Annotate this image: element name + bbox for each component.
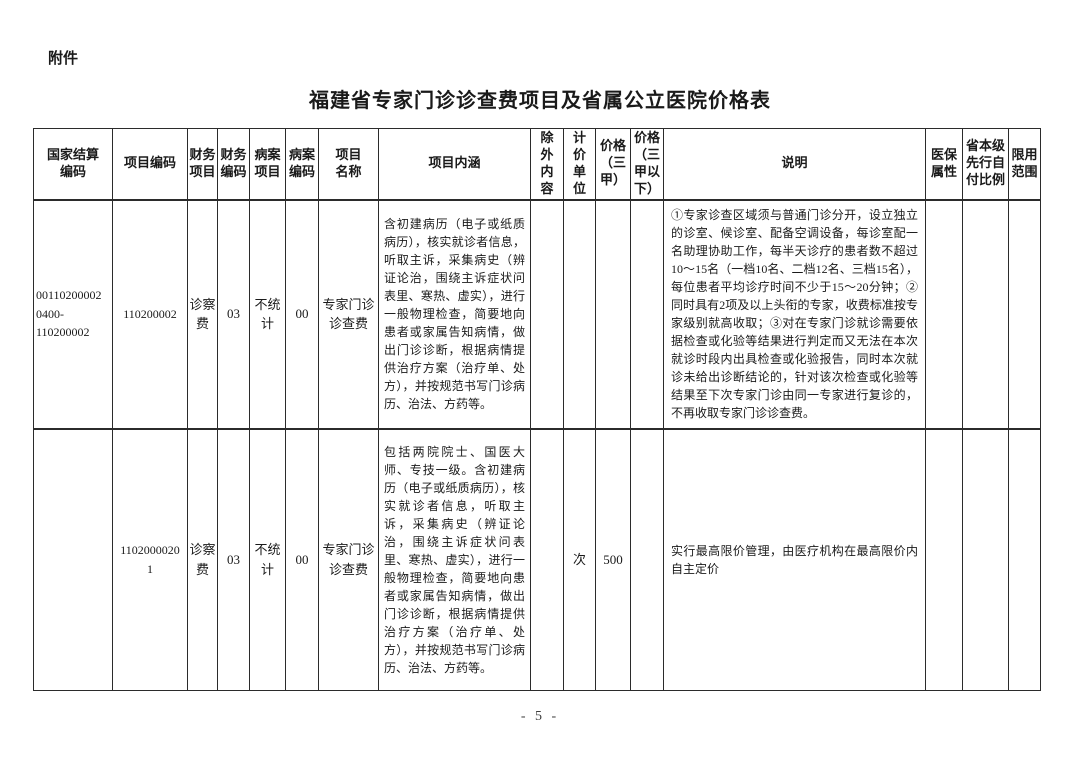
cell-insurance-attribute: [925, 199, 963, 430]
cell-price-tier3a: [595, 199, 631, 430]
page-number: - 5 -: [520, 709, 560, 724]
cell-pricing-unit: [563, 199, 596, 430]
cell-finance-item: 诊察费: [187, 428, 218, 692]
cell-advance-pay-ratio: [962, 428, 1009, 692]
cell-usage-scope: [1008, 199, 1041, 430]
price-table: 国家结算编码 项目编码 财务项目 财务编码 病案项目 病案编码 项目名称 项目内…: [33, 127, 1041, 692]
table-row: 00110200002 0400- 110200002 110200002 诊察…: [33, 199, 1041, 430]
col-header-usage-scope: 限用范围: [1008, 127, 1041, 201]
col-header-description: 说明: [663, 127, 926, 201]
cell-medical-record-code: 00: [285, 199, 319, 430]
cell-price-tier3a: 500: [595, 428, 631, 692]
cell-price-below-tier3a: [630, 428, 664, 692]
cell-description: 实行最高限价管理，由医疗机构在最高限价内自主定价: [663, 428, 926, 692]
col-header-exclusions: 除外内容: [530, 127, 564, 201]
table-header-row: 国家结算编码 项目编码 财务项目 财务编码 病案项目 病案编码 项目名称 项目内…: [33, 127, 1041, 201]
col-header-finance-item: 财务项目: [187, 127, 218, 201]
cell-item-connotation: 包括两院院士、国医大师、专技一级。含初建病历（电子或纸质病历），核实就诊者信息，…: [378, 428, 531, 692]
cell-item-code: 110200002: [112, 199, 188, 430]
cell-pricing-unit: 次: [563, 428, 596, 692]
cell-medical-record-item: 不统计: [249, 199, 286, 430]
cell-price-below-tier3a: [630, 199, 664, 430]
col-header-national-settlement-code: 国家结算编码: [33, 127, 113, 201]
cell-item-code: 1102000020 1: [112, 428, 188, 692]
col-header-medical-record-item: 病案项目: [249, 127, 286, 201]
cell-national-settlement-code: [33, 428, 113, 692]
cell-item-name: 专家门诊诊查费: [318, 199, 379, 430]
col-header-finance-code: 财务编码: [217, 127, 250, 201]
cell-exclusions: [530, 199, 564, 430]
col-header-medical-record-code: 病案编码: [285, 127, 319, 201]
col-header-advance-pay-ratio: 省本级先行自付比例: [962, 127, 1009, 201]
cell-medical-record-item: 不统计: [249, 428, 286, 692]
cell-finance-item: 诊察费: [187, 199, 218, 430]
col-header-item-connotation: 项目内涵: [378, 127, 531, 201]
cell-finance-code: 03: [217, 428, 250, 692]
col-header-item-code: 项目编码: [112, 127, 188, 201]
cell-description: ①专家诊查区域须与普通门诊分开，设立独立的诊室、候诊室、配备空调设备，每诊室配一…: [663, 199, 926, 430]
cell-exclusions: [530, 428, 564, 692]
cell-medical-record-code: 00: [285, 428, 319, 692]
col-header-pricing-unit: 计价单位: [563, 127, 596, 201]
col-header-insurance-attribute: 医保属性: [925, 127, 963, 201]
cell-item-connotation: 含初建病历（电子或纸质病历），核实就诊者信息，听取主诉，采集病史（辨证论治，围绕…: [378, 199, 531, 430]
page-title: 福建省专家门诊诊查费项目及省属公立医院价格表: [309, 90, 771, 112]
col-header-price-below-tier3a: 价格（三甲以下）: [630, 127, 664, 201]
cell-finance-code: 03: [217, 199, 250, 430]
col-header-item-name: 项目名称: [318, 127, 379, 201]
cell-usage-scope: [1008, 428, 1041, 692]
col-header-price-tier3a: 价格（三甲）: [595, 127, 631, 201]
cell-insurance-attribute: [925, 428, 963, 692]
attachment-label: 附件: [48, 51, 79, 67]
cell-national-settlement-code: 00110200002 0400- 110200002: [33, 199, 113, 430]
table-row: 1102000020 1 诊察费 03 不统计 00 专家门诊诊查费 包括两院院…: [33, 428, 1041, 692]
cell-advance-pay-ratio: [962, 199, 1009, 430]
cell-item-name: 专家门诊诊查费: [318, 428, 379, 692]
